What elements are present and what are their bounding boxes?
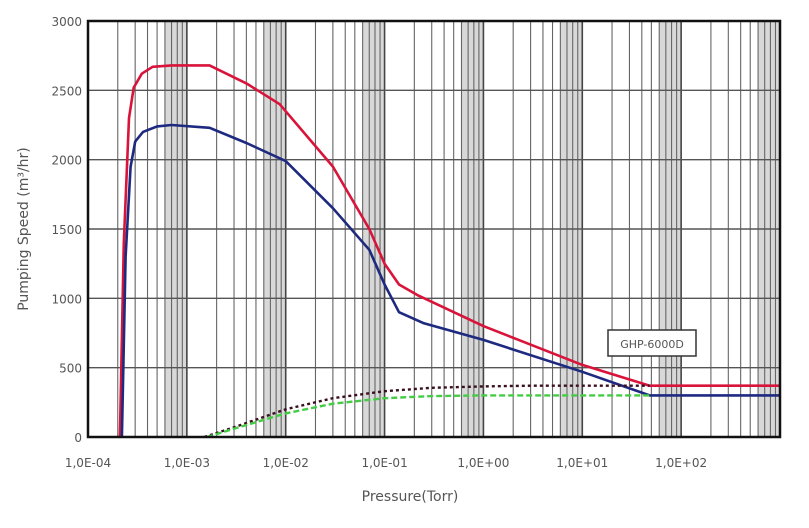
legend-box: GHP-6000D <box>607 329 697 357</box>
x-tick-label: 1,0E-03 <box>164 456 210 470</box>
x-tick-label: 1,0E-01 <box>361 456 407 470</box>
grid <box>87 20 780 438</box>
x-tick-label: 1,0E-04 <box>65 456 111 470</box>
series-red-solid <box>118 64 780 438</box>
y-tick-label: 2500 <box>51 84 82 98</box>
y-tick-label: 0 <box>74 431 82 445</box>
tick-labels: 0 500 1000 1500 2000 2500 3000 1,0E-04 1,0E-03 1,… <box>51 15 707 470</box>
series-lines <box>118 64 780 439</box>
x-tick-label: 1,0E-02 <box>263 456 309 470</box>
series-green-dashed <box>206 394 650 439</box>
series-black-dotted <box>203 384 650 439</box>
series-blue-solid <box>120 123 780 438</box>
y-tick-label: 3000 <box>51 15 82 29</box>
y-tick-label: 1500 <box>51 223 82 237</box>
x-axis-label: Pressure(Torr) <box>362 489 459 505</box>
x-tick-label: 1,0E+00 <box>457 456 509 470</box>
plot-frame <box>86 19 782 439</box>
legend-label: GHP-6000D <box>620 338 684 351</box>
y-tick-label: 2000 <box>51 154 82 168</box>
y-tick-label: 1000 <box>51 292 82 306</box>
y-axis-label: Pumping Speed (m³/hr) <box>16 147 32 311</box>
y-tick-label: 500 <box>59 362 82 376</box>
x-tick-label: 1,0E+01 <box>556 456 608 470</box>
x-tick-label: 1,0E+02 <box>655 456 707 470</box>
